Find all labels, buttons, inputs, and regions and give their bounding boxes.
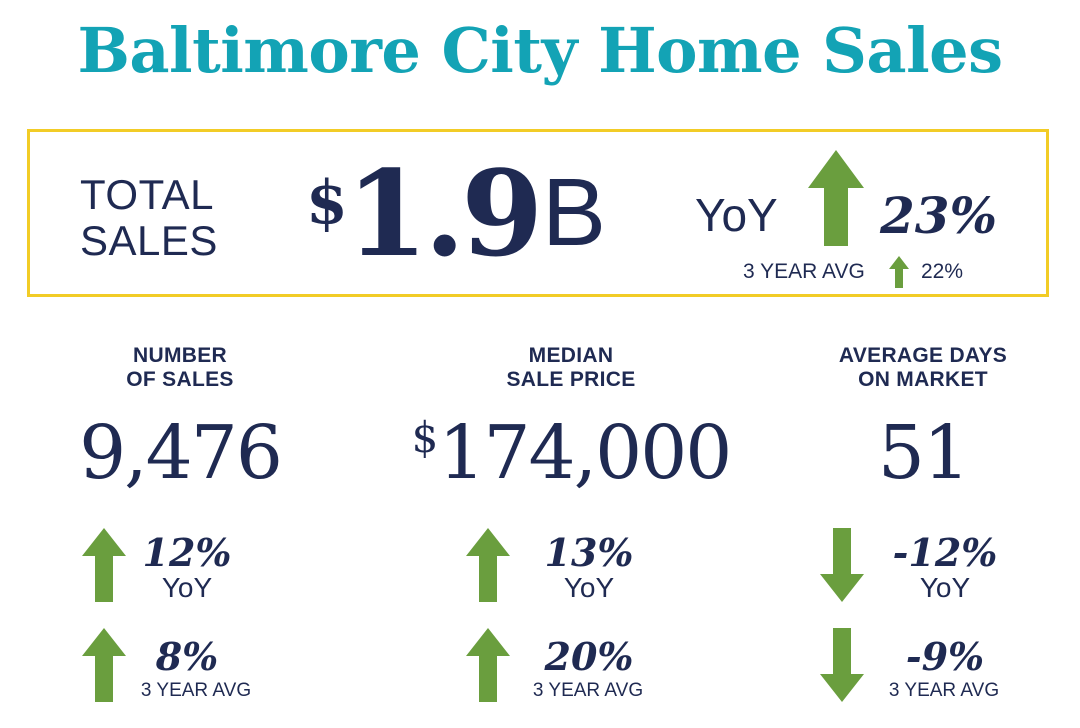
metric-avg: -9% 3 YEAR AVG <box>820 628 1050 708</box>
metric-avg-label: 3 YEAR AVG <box>140 680 252 701</box>
up-arrow-icon <box>466 528 510 602</box>
metric-yoy: -12% YoY <box>820 528 1050 608</box>
up-arrow-icon <box>82 528 126 602</box>
metric-value-number: 174,000 <box>438 410 732 496</box>
metric-yoy: 13% YoY <box>466 528 686 608</box>
metric-number-of-sales: NUMBER OF SALES 9,476 <box>0 344 360 496</box>
metric-avg: 20% 3 YEAR AVG <box>466 628 686 708</box>
metric-yoy-label: YoY <box>161 572 213 603</box>
up-arrow-icon <box>82 628 126 702</box>
metric-value: 51 <box>743 410 1080 496</box>
metric-value-currency: $ <box>411 413 439 462</box>
metric-header-line2: SALE PRICE <box>506 368 636 391</box>
metric-header-line1: MEDIAN <box>528 344 614 367</box>
page-title: Baltimore City Home Sales <box>77 14 1003 87</box>
metric-header-line2: ON MARKET <box>858 368 988 391</box>
down-arrow-icon <box>820 528 864 602</box>
total-sales-label-line2: SALES <box>80 217 218 264</box>
metric-header-line2: OF SALES <box>126 368 234 391</box>
metric-avg-pct: 8% <box>155 634 219 679</box>
metric-yoy-label: YoY <box>919 572 971 603</box>
metric-yoy-pct: 13% <box>544 530 634 575</box>
metric-avg: 8% 3 YEAR AVG <box>82 628 282 708</box>
total-sales-label-line1: TOTAL <box>80 171 214 218</box>
metric-header: MEDIAN SALE PRICE <box>391 344 751 392</box>
metric-avg-label: 3 YEAR AVG <box>888 680 1000 701</box>
metric-value: 9,476 <box>0 410 360 496</box>
up-arrow-icon <box>889 256 909 288</box>
metric-yoy: 12% YoY <box>82 528 282 608</box>
total-sales-yoy-pct: 23% <box>880 186 998 245</box>
total-sales-currency: $ <box>306 168 348 238</box>
up-arrow-icon <box>466 628 510 702</box>
up-arrow-icon <box>808 150 864 246</box>
total-sales-label: TOTAL SALES <box>80 172 218 264</box>
metric-avg-label: 3 YEAR AVG <box>532 680 644 701</box>
total-sales-avg: 3 YEAR AVG 22% <box>743 256 963 288</box>
metric-yoy-pct: -12% <box>892 530 998 575</box>
total-sales-unit: B <box>542 159 607 266</box>
total-sales-avg-label: 3 YEAR AVG <box>743 260 865 283</box>
metric-header-line1: AVERAGE DAYS <box>838 344 1008 367</box>
metric-value-number: 9,476 <box>79 410 283 496</box>
metric-median-sale-price: MEDIAN SALE PRICE $174,000 <box>391 344 751 496</box>
metric-avg-pct: 20% <box>544 634 634 679</box>
total-sales-number: 1.9 <box>346 144 543 283</box>
metric-avg-pct: -9% <box>905 634 985 679</box>
metric-yoy-label: YoY <box>563 572 615 603</box>
metric-header-line1: NUMBER <box>133 344 227 367</box>
metric-average-days-on-market: AVERAGE DAYS ON MARKET 51 <box>743 344 1080 496</box>
down-arrow-icon <box>820 628 864 702</box>
total-sales-yoy-label: YoY <box>695 189 778 241</box>
metric-value-number: 51 <box>877 410 970 496</box>
total-sales-avg-pct: 22% <box>921 260 964 283</box>
metric-value: $174,000 <box>391 410 751 496</box>
metric-yoy-pct: 12% <box>142 530 232 575</box>
total-sales-panel: TOTAL SALES $ 1.9 B YoY 23% 3 YEAR AVG 2… <box>27 129 1049 297</box>
metric-header: NUMBER OF SALES <box>0 344 360 392</box>
metric-header: AVERAGE DAYS ON MARKET <box>743 344 1080 392</box>
